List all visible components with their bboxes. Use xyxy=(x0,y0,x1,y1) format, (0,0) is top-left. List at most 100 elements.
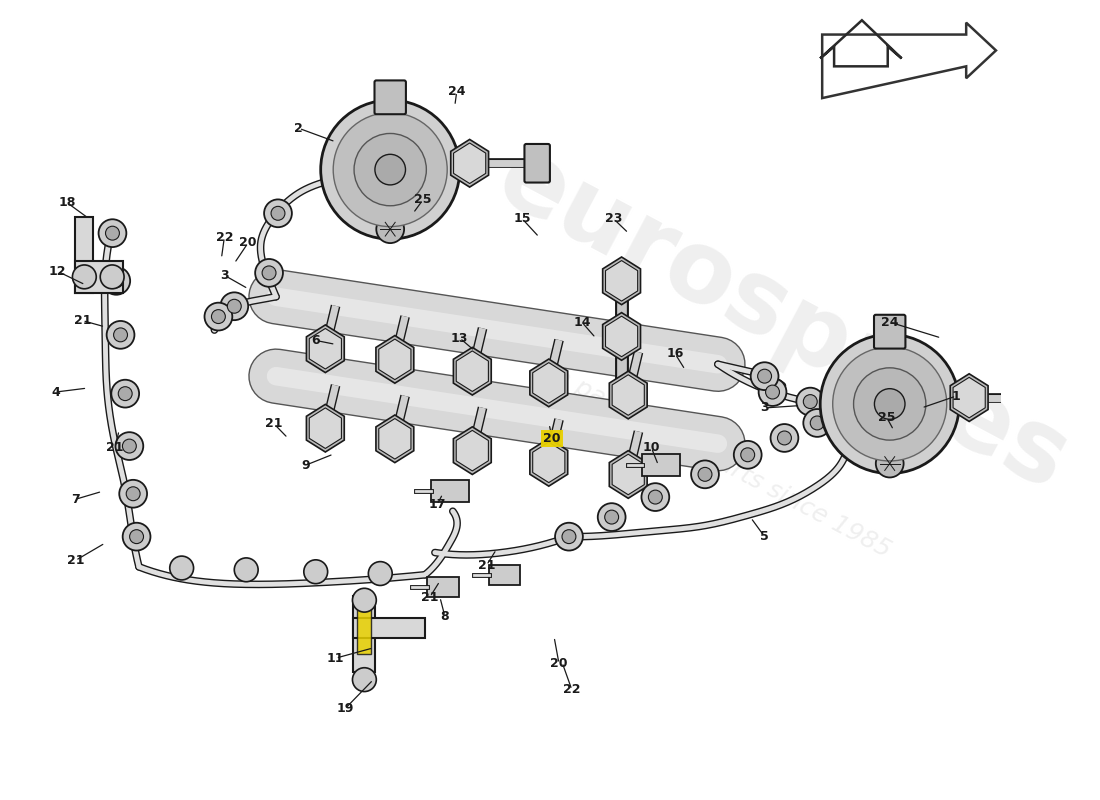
Circle shape xyxy=(556,522,583,550)
Text: 1: 1 xyxy=(952,390,960,402)
Bar xyxy=(353,618,425,638)
Circle shape xyxy=(262,266,276,280)
Text: 14: 14 xyxy=(573,316,591,329)
Text: 21: 21 xyxy=(67,554,85,567)
Circle shape xyxy=(352,668,376,691)
Bar xyxy=(431,480,469,502)
Circle shape xyxy=(130,530,143,543)
Polygon shape xyxy=(451,139,488,187)
FancyBboxPatch shape xyxy=(525,144,550,182)
Text: 2: 2 xyxy=(295,122,304,134)
Circle shape xyxy=(759,378,786,406)
Bar xyxy=(427,577,459,597)
Polygon shape xyxy=(376,415,414,462)
Polygon shape xyxy=(605,261,638,301)
Text: 16: 16 xyxy=(667,347,684,361)
Circle shape xyxy=(698,467,712,482)
Polygon shape xyxy=(532,362,565,403)
Polygon shape xyxy=(309,408,341,449)
Polygon shape xyxy=(307,325,344,373)
Text: 21: 21 xyxy=(421,590,439,603)
Circle shape xyxy=(264,199,292,227)
FancyBboxPatch shape xyxy=(374,81,406,114)
Circle shape xyxy=(304,560,328,584)
Circle shape xyxy=(107,321,134,349)
Text: 11: 11 xyxy=(327,652,344,665)
Polygon shape xyxy=(456,351,488,391)
Circle shape xyxy=(778,431,791,445)
Bar xyxy=(488,565,520,585)
Polygon shape xyxy=(530,438,568,486)
Circle shape xyxy=(766,385,780,399)
Bar xyxy=(358,606,372,654)
Polygon shape xyxy=(609,450,647,498)
Circle shape xyxy=(368,562,393,586)
Circle shape xyxy=(750,362,779,390)
Circle shape xyxy=(641,483,669,511)
Circle shape xyxy=(648,490,662,504)
Circle shape xyxy=(234,558,258,582)
Text: 25: 25 xyxy=(415,194,431,206)
Circle shape xyxy=(169,556,194,580)
Bar xyxy=(642,454,680,476)
Circle shape xyxy=(99,219,127,247)
Polygon shape xyxy=(950,374,988,422)
Text: 10: 10 xyxy=(642,441,660,454)
Circle shape xyxy=(770,424,799,452)
Text: 25: 25 xyxy=(878,411,895,424)
Bar xyxy=(353,596,375,672)
Text: 20: 20 xyxy=(550,658,568,670)
Text: 19: 19 xyxy=(337,702,354,714)
Circle shape xyxy=(123,522,151,550)
Circle shape xyxy=(220,292,249,320)
Circle shape xyxy=(740,448,755,462)
Text: 22: 22 xyxy=(216,230,233,244)
Circle shape xyxy=(734,441,761,469)
Circle shape xyxy=(109,274,123,288)
Polygon shape xyxy=(605,316,638,357)
Circle shape xyxy=(228,299,241,314)
Circle shape xyxy=(352,588,376,612)
Polygon shape xyxy=(609,371,647,419)
Circle shape xyxy=(102,267,130,294)
Circle shape xyxy=(119,386,132,401)
Circle shape xyxy=(605,510,618,524)
Text: 13: 13 xyxy=(451,331,469,345)
Circle shape xyxy=(803,394,817,409)
Circle shape xyxy=(211,310,226,323)
Circle shape xyxy=(375,154,406,185)
Circle shape xyxy=(562,530,576,543)
Text: 9: 9 xyxy=(301,458,310,472)
Polygon shape xyxy=(603,257,640,305)
Circle shape xyxy=(811,416,824,430)
Text: 20: 20 xyxy=(240,236,257,249)
Circle shape xyxy=(119,480,147,508)
Text: 5: 5 xyxy=(760,530,769,543)
FancyBboxPatch shape xyxy=(874,314,905,349)
Circle shape xyxy=(100,265,124,289)
Circle shape xyxy=(73,265,97,289)
Circle shape xyxy=(111,380,139,407)
Text: 3: 3 xyxy=(220,269,229,282)
Polygon shape xyxy=(453,143,486,183)
Polygon shape xyxy=(612,454,645,494)
Text: 23: 23 xyxy=(605,212,623,226)
Circle shape xyxy=(758,370,771,383)
Circle shape xyxy=(354,134,427,206)
Polygon shape xyxy=(456,430,488,471)
Circle shape xyxy=(113,328,128,342)
Text: 21: 21 xyxy=(74,314,91,327)
Circle shape xyxy=(821,334,959,474)
Polygon shape xyxy=(376,335,414,383)
FancyBboxPatch shape xyxy=(1024,378,1049,417)
Circle shape xyxy=(597,503,626,531)
Polygon shape xyxy=(953,378,986,418)
Circle shape xyxy=(854,368,926,440)
Text: 24: 24 xyxy=(881,316,899,329)
Text: 21: 21 xyxy=(265,418,283,430)
Polygon shape xyxy=(612,374,645,415)
Polygon shape xyxy=(307,404,344,452)
Text: 15: 15 xyxy=(514,212,531,226)
Text: 24: 24 xyxy=(448,86,465,98)
Bar xyxy=(76,218,94,293)
